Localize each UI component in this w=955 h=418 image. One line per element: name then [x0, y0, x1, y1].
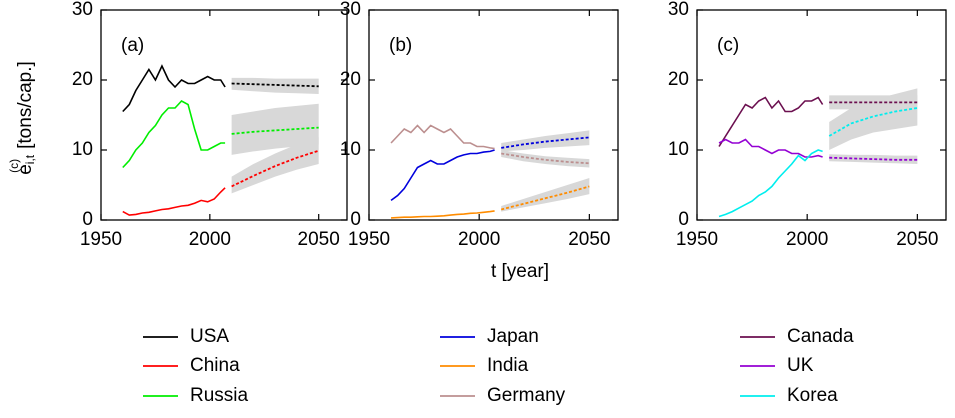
- x-tick-label: 1950: [80, 229, 122, 250]
- legend-label: Germany: [487, 385, 566, 406]
- y-tick-label: 0: [678, 209, 689, 230]
- y-tick-label: 10: [668, 139, 689, 160]
- plot-frame: [100, 9, 348, 221]
- y-label-text: ei,t(c) [tons/cap.]: [7, 61, 37, 175]
- projection-line: [231, 149, 319, 188]
- y-axis-label: ei,t(c) [tons/cap.]: [7, 61, 37, 175]
- x-tick-label: 2050: [298, 229, 340, 250]
- x-axis-label: t [year]: [491, 261, 549, 282]
- y-tick-label: 30: [72, 0, 93, 20]
- history-line: [122, 187, 226, 216]
- plot-frame: [696, 9, 947, 221]
- legend-label: Korea: [787, 385, 838, 406]
- uncertainty-band: [829, 154, 918, 164]
- uncertainty-band: [501, 130, 590, 152]
- x-tick-label: 2000: [458, 229, 500, 250]
- legend-label: UK: [787, 355, 814, 376]
- legend-label: Russia: [190, 385, 249, 406]
- history-line: [122, 100, 226, 169]
- x-tick-label: 1950: [348, 229, 390, 250]
- y-label-symbol: e: [15, 164, 36, 175]
- x-tick-label: 2050: [568, 229, 610, 250]
- panel: Japan India Germany 1950 2000 2050 0 10 20 30 (b): [340, 0, 619, 406]
- history-line: [390, 124, 495, 150]
- legend-label: USA: [190, 326, 229, 347]
- y-tick-label: 0: [82, 209, 93, 230]
- projection-line: [231, 126, 319, 135]
- uncertainty-band: [501, 150, 590, 168]
- history-line: [390, 210, 495, 219]
- uncertainty-band: [231, 103, 319, 155]
- uncertainty-band: [231, 77, 319, 94]
- legend-label: India: [487, 355, 529, 376]
- plot-frame: [368, 9, 619, 221]
- y-tick-label: 20: [340, 69, 361, 90]
- projection-line: [500, 185, 590, 211]
- y-label-unit: [tons/cap.]: [15, 61, 36, 149]
- uncertainty-band: [829, 88, 918, 150]
- panel-label: (a): [121, 35, 144, 56]
- history-line: [390, 149, 495, 202]
- x-tick-label: 2050: [896, 229, 938, 250]
- panel-label: (b): [389, 35, 412, 56]
- y-tick-label: 20: [668, 69, 689, 90]
- y-tick-label: 20: [72, 69, 93, 90]
- projection-line: [828, 107, 918, 137]
- panel: USA China Russia 1950 2000 2050 0 10 20 30 (a): [72, 0, 348, 406]
- uncertainty-band: [231, 137, 319, 194]
- history-line: [718, 138, 823, 158]
- legend-label: Canada: [787, 326, 854, 347]
- x-tick-label: 2000: [189, 229, 231, 250]
- history-line: [718, 149, 823, 218]
- panel-label: (c): [717, 35, 739, 56]
- x-tick-label: 2000: [786, 229, 828, 250]
- y-label-subscript: i,t: [23, 154, 37, 164]
- legend-label: Japan: [487, 326, 539, 347]
- uncertainty-band: [501, 178, 590, 212]
- history-line: [718, 96, 824, 147]
- panel: Canada UK Korea 1950 2000 2050 0 10 20 30 (c): [668, 0, 947, 406]
- y-tick-label: 10: [72, 139, 93, 160]
- y-tick-label: 0: [350, 209, 361, 230]
- x-tick-label: 1950: [676, 229, 718, 250]
- y-tick-label: 30: [340, 0, 361, 20]
- y-tick-label: 30: [668, 0, 689, 20]
- y-tick-label: 10: [340, 139, 361, 160]
- projection-line: [231, 82, 319, 88]
- y-label-superscript: (c): [7, 159, 21, 173]
- history-line: [122, 64, 226, 113]
- legend-label: China: [190, 355, 240, 376]
